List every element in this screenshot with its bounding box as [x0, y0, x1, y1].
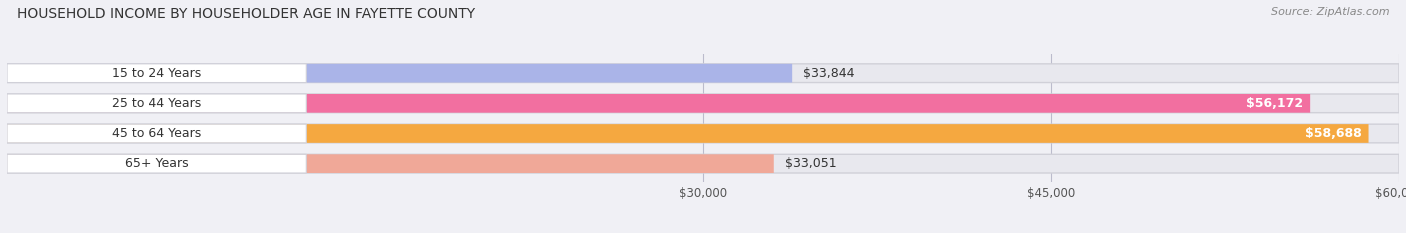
Text: $33,051: $33,051 — [785, 157, 837, 170]
FancyBboxPatch shape — [7, 94, 307, 113]
Text: 65+ Years: 65+ Years — [125, 157, 188, 170]
FancyBboxPatch shape — [7, 94, 1399, 113]
Text: Source: ZipAtlas.com: Source: ZipAtlas.com — [1271, 7, 1389, 17]
Text: 25 to 44 Years: 25 to 44 Years — [112, 97, 201, 110]
FancyBboxPatch shape — [7, 124, 1368, 143]
FancyBboxPatch shape — [7, 154, 307, 173]
FancyBboxPatch shape — [7, 154, 773, 173]
FancyBboxPatch shape — [7, 64, 1399, 82]
FancyBboxPatch shape — [7, 124, 1399, 143]
Text: HOUSEHOLD INCOME BY HOUSEHOLDER AGE IN FAYETTE COUNTY: HOUSEHOLD INCOME BY HOUSEHOLDER AGE IN F… — [17, 7, 475, 21]
FancyBboxPatch shape — [7, 154, 1399, 173]
FancyBboxPatch shape — [7, 94, 1310, 113]
Text: 15 to 24 Years: 15 to 24 Years — [112, 67, 201, 80]
Text: 45 to 64 Years: 45 to 64 Years — [112, 127, 201, 140]
Text: $56,172: $56,172 — [1246, 97, 1303, 110]
FancyBboxPatch shape — [7, 64, 792, 82]
Text: $33,844: $33,844 — [803, 67, 855, 80]
FancyBboxPatch shape — [7, 64, 307, 82]
FancyBboxPatch shape — [7, 124, 307, 143]
Text: $58,688: $58,688 — [1305, 127, 1361, 140]
